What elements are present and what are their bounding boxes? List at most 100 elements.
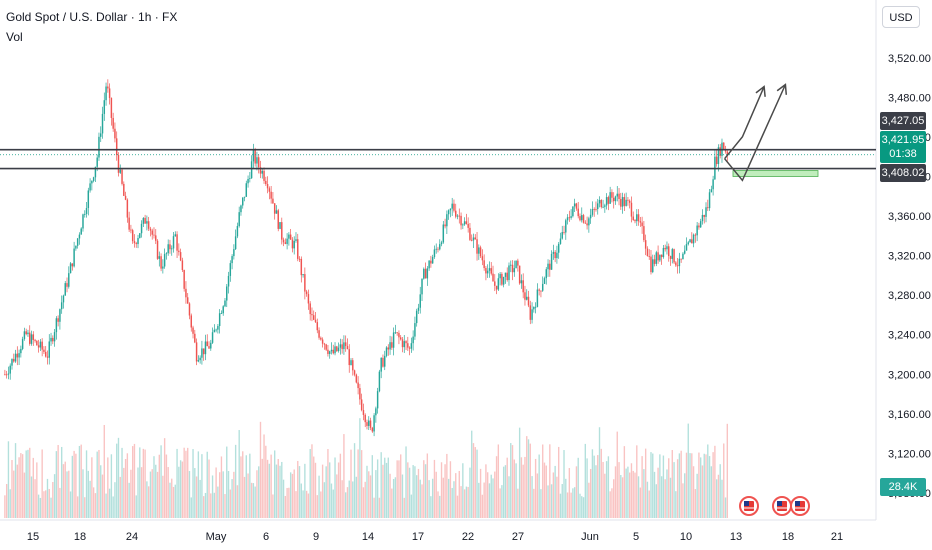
x-tick-label: 27 xyxy=(512,531,524,543)
volume-bar xyxy=(142,448,145,518)
us-event-flag-icon[interactable] xyxy=(772,496,792,516)
candle-body xyxy=(456,215,459,217)
volume-bar xyxy=(515,463,517,518)
candle-body xyxy=(105,86,107,101)
volume-bar xyxy=(75,453,77,518)
candle-body xyxy=(499,273,501,279)
volume-bar xyxy=(116,443,118,518)
x-tick-label: Jun xyxy=(581,531,599,543)
candle-body xyxy=(32,334,35,340)
candle-body xyxy=(510,264,512,266)
volume-bar xyxy=(497,444,500,518)
candle-body xyxy=(643,226,645,241)
volume-bar xyxy=(712,452,714,518)
candle-body xyxy=(723,142,725,150)
volume-bar xyxy=(321,464,324,518)
volume-bar xyxy=(76,496,79,518)
volume-bar xyxy=(240,456,242,518)
volume-bar xyxy=(29,447,31,518)
candle-body xyxy=(304,274,306,292)
volume-bar xyxy=(156,471,159,518)
volume-bar xyxy=(444,464,446,518)
volume-bar xyxy=(238,430,240,518)
volume-bar xyxy=(715,479,718,518)
volume-bar xyxy=(625,468,627,518)
candle-body xyxy=(675,262,677,266)
volume-bar xyxy=(263,434,265,518)
candle-body xyxy=(307,294,310,304)
volume-bar xyxy=(64,461,66,518)
candle-body xyxy=(511,264,514,273)
candle-body xyxy=(641,222,643,227)
candle-body xyxy=(165,253,168,255)
volume-bar xyxy=(171,478,173,518)
candle-body xyxy=(497,278,500,290)
volume-bar xyxy=(508,476,510,518)
volume-bar xyxy=(575,466,578,518)
us-event-flag-icon[interactable] xyxy=(739,496,759,516)
candle-body xyxy=(600,200,603,208)
volume-bar xyxy=(439,495,441,518)
candle-body xyxy=(666,246,668,250)
volume-bar xyxy=(274,450,276,518)
volume-bar xyxy=(417,468,420,518)
candle-body xyxy=(162,266,164,269)
x-tick-label: 24 xyxy=(126,531,138,543)
candle-body xyxy=(515,260,517,269)
volume-bar xyxy=(137,467,139,518)
candle-body xyxy=(630,202,633,217)
candle-body xyxy=(595,209,597,210)
candle-body xyxy=(249,178,251,180)
candle-body xyxy=(57,318,59,322)
candle-body xyxy=(378,371,381,392)
candle-body xyxy=(694,234,697,236)
volume-bar xyxy=(309,448,311,518)
volume-bar xyxy=(396,460,398,518)
candle-body xyxy=(185,288,187,298)
candle-body xyxy=(463,221,466,225)
volume-bar xyxy=(380,452,382,518)
candle-body xyxy=(506,272,508,281)
us-event-flag-icon[interactable] xyxy=(790,496,810,516)
currency-button[interactable]: USD xyxy=(882,6,920,28)
volume-bar xyxy=(25,450,27,518)
candle-body xyxy=(584,222,587,224)
candle-body xyxy=(703,214,705,217)
candle-body xyxy=(552,251,555,254)
candle-body xyxy=(115,138,118,155)
candle-body xyxy=(369,420,372,428)
economic-events[interactable] xyxy=(739,496,810,516)
candle-body xyxy=(669,256,672,259)
volume-bar xyxy=(659,454,661,518)
volume-bar xyxy=(648,490,650,518)
volume-bar xyxy=(433,459,436,518)
volume-bar xyxy=(243,476,246,518)
candle-body xyxy=(380,357,382,372)
candle-body xyxy=(87,190,90,209)
volume-bar xyxy=(112,496,114,518)
candle-body xyxy=(291,239,294,249)
x-tick-label: 21 xyxy=(831,531,843,543)
candle-body xyxy=(250,161,253,179)
volume-bar xyxy=(151,469,153,518)
volume-bar xyxy=(520,457,523,518)
volume-bar xyxy=(213,492,216,518)
volume-bar xyxy=(139,447,141,518)
candle-body xyxy=(559,238,562,244)
volume-bar xyxy=(149,471,152,518)
candle-body xyxy=(462,224,464,226)
volume-bar xyxy=(428,480,430,518)
candle-body xyxy=(375,408,377,416)
volume-bar xyxy=(616,431,618,518)
y-tick-label: 3,520.00 xyxy=(888,53,931,65)
volume-bar xyxy=(187,447,189,518)
candle-body xyxy=(483,260,485,269)
volume-bar xyxy=(69,491,72,518)
volume-bar xyxy=(135,495,137,518)
candle-body xyxy=(195,342,198,362)
volume-bar xyxy=(195,476,198,518)
candle-body xyxy=(330,349,333,352)
candle-body xyxy=(582,215,585,223)
candle-body xyxy=(547,263,549,270)
